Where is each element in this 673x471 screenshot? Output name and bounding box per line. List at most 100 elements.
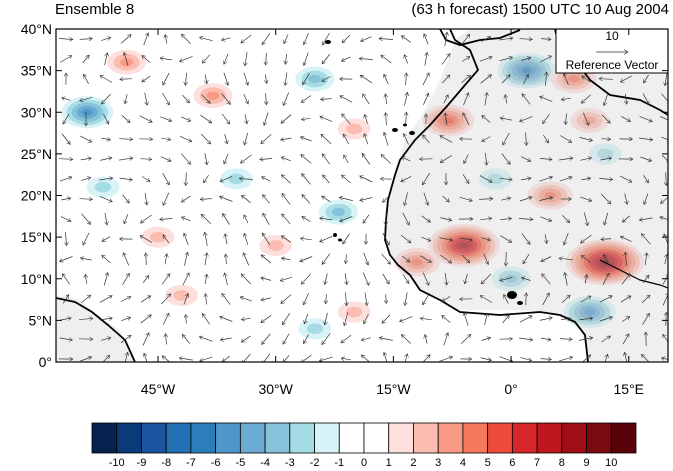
wind-vector-75: [322, 76, 331, 82]
wind-vector-362: [483, 253, 489, 265]
wind-vector-476: [283, 333, 290, 344]
wind-vector-462: [622, 316, 629, 322]
wind-vector-153: [639, 116, 653, 121]
reference-vector-label: Reference Vector: [566, 58, 659, 72]
wind-vector-137: [320, 116, 333, 122]
wind-vector-226: [239, 179, 253, 180]
wind-vector-191: [160, 156, 171, 162]
colorbar-label: 4: [460, 457, 466, 469]
wind-vector-387: [362, 272, 369, 286]
wind-vector-420: [405, 292, 408, 306]
wind-vector-428: [561, 295, 570, 303]
wind-vector-188: [100, 158, 112, 161]
lat-label: 15°N: [21, 229, 52, 245]
wind-vector-411: [222, 293, 231, 305]
colorbar-box-5: [215, 422, 241, 454]
wind-vector-286: [201, 214, 212, 224]
wind-vector-10: [262, 33, 271, 44]
wind-vector-74: [302, 73, 310, 85]
wind-vector-342: [80, 258, 92, 260]
wind-vector-321: [281, 236, 291, 243]
wind-vector-512: [384, 352, 388, 362]
colorbar-box-7: [264, 422, 291, 454]
field-contour-3-3: [308, 74, 322, 84]
wind-vector-467: [101, 338, 111, 341]
wind-vector-89: [599, 79, 613, 80]
wind-vector-486: [481, 338, 491, 341]
wind-vector-509: [319, 356, 333, 361]
wind-vector-138: [342, 114, 351, 125]
wind-vector-369: [625, 252, 626, 266]
wind-vector-480: [361, 338, 371, 341]
colorbar-box-3: [165, 422, 192, 454]
wind-vector-302: [518, 219, 533, 220]
wind-vector-133: [245, 114, 247, 124]
wind-vector-526: [661, 358, 668, 360]
wind-vector-515: [439, 357, 452, 362]
wind-vector-223: [186, 172, 187, 185]
wind-vector-240: [520, 178, 531, 180]
wind-vector-399: [602, 273, 609, 285]
wind-vector-478: [322, 333, 331, 344]
wind-vector-49: [425, 52, 427, 66]
wind-vector-168: [321, 134, 332, 145]
wind-vector-21: [481, 37, 491, 42]
colorbar-label: -1: [334, 457, 344, 469]
wind-vector-172: [404, 134, 409, 145]
wind-vector-414: [281, 294, 292, 304]
wind-vector-206: [464, 154, 469, 164]
wind-vector-200: [343, 155, 349, 164]
wind-vector-307: [622, 215, 630, 222]
wind-vector-506: [262, 353, 271, 362]
wind-vector-33: [104, 53, 108, 66]
wind-vector-182: [601, 139, 610, 140]
wind-vector-300: [480, 218, 491, 220]
wind-vector-449: [364, 313, 369, 324]
wind-vector-69: [205, 74, 207, 83]
lat-label: 20°N: [21, 188, 52, 204]
wind-vector-23: [519, 39, 533, 40]
wind-vector-132: [221, 113, 230, 124]
wind-vector-255: [200, 199, 212, 200]
wind-vector-281: [105, 212, 107, 225]
wind-vector-256: [220, 197, 233, 202]
wind-vector-146: [500, 118, 512, 120]
wind-vector-396: [542, 274, 551, 285]
wind-vector-366: [559, 258, 574, 259]
wind-vector-82: [461, 75, 471, 83]
wind-vector-345: [146, 253, 147, 266]
wind-vector-100: [201, 94, 211, 104]
wind-vector-194: [224, 153, 229, 164]
wind-vector-97: [144, 92, 148, 105]
wind-vector-24: [540, 39, 551, 40]
colorbar-label: -5: [235, 457, 245, 469]
wind-vector-202: [381, 154, 392, 164]
wind-vector-340: [664, 234, 668, 245]
wind-vector-291: [302, 216, 311, 222]
wind-vector-454: [464, 312, 469, 326]
wind-vector-237: [462, 174, 470, 183]
wind-vector-104: [283, 92, 290, 106]
lon-label: 15°E: [614, 381, 645, 397]
colorbar-label: 3: [435, 457, 441, 469]
wind-vector-447: [325, 312, 328, 325]
wind-vector-421: [422, 293, 430, 305]
wind-vector-334: [545, 234, 547, 243]
wind-vector-408: [161, 294, 170, 305]
field-contour-16-2: [149, 231, 167, 243]
wind-vector-144: [463, 113, 470, 126]
wind-vector-337: [601, 239, 612, 240]
wind-vector-67: [163, 72, 170, 85]
wind-vector-401: [642, 275, 649, 284]
wind-vector-198: [301, 155, 312, 164]
wind-vector-268: [459, 196, 473, 201]
wind-vector-386: [345, 273, 347, 284]
wind-vector-473: [220, 338, 232, 340]
wind-vector-207: [485, 152, 486, 165]
wind-vector-312: [102, 236, 111, 242]
wind-vector-66: [142, 75, 151, 82]
wind-vector-436: [99, 318, 113, 320]
colorbar-label: -7: [186, 457, 196, 469]
wind-vector-320: [262, 233, 271, 246]
wind-vector-426: [526, 293, 527, 306]
